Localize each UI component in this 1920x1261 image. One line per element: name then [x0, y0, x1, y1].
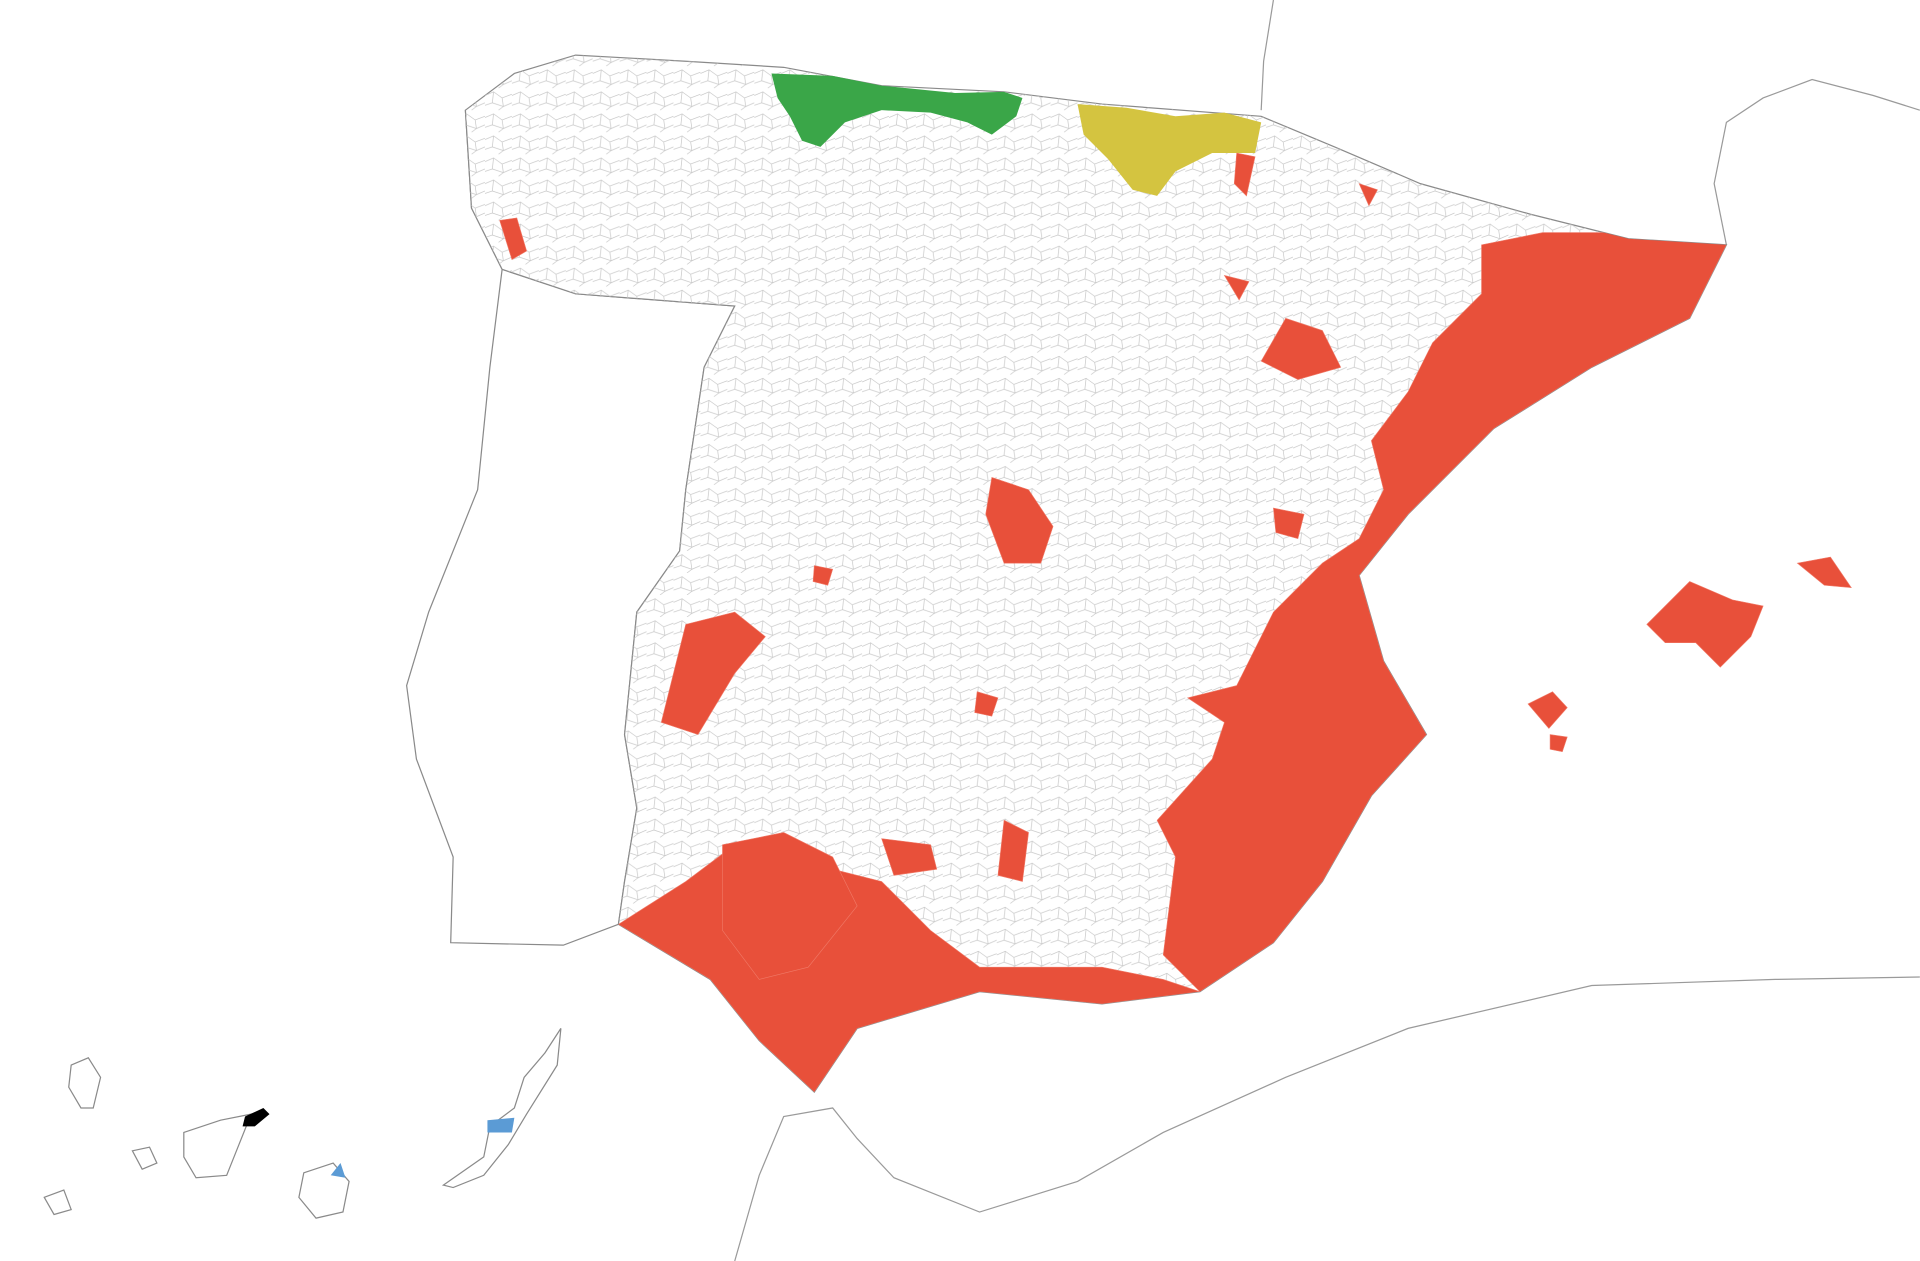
france-coast-east: [1713, 78, 1920, 245]
mallorca: [1646, 581, 1764, 668]
ibiza: [1527, 691, 1568, 729]
africa-coast: [734, 976, 1920, 1261]
blue-area: [487, 1117, 515, 1133]
green-region: [771, 73, 1023, 147]
red-blob: [1223, 274, 1250, 301]
red-extremadura: [660, 611, 766, 735]
red-blob: [974, 691, 999, 717]
fuerteventura-lanzarote: [441, 1028, 562, 1189]
red-regions: [499, 183, 1727, 1093]
yellow-region: [1077, 104, 1262, 196]
formentera: [1549, 734, 1568, 753]
red-east: [1156, 232, 1727, 993]
red-granada: [997, 819, 1029, 882]
red-madrid: [985, 477, 1054, 564]
red-cadiz: [722, 832, 858, 980]
red-zaragoza: [1260, 317, 1342, 380]
la-palma: [68, 1057, 102, 1109]
red-jaen: [881, 838, 938, 876]
el-hierro: [43, 1189, 72, 1216]
menorca: [1796, 556, 1852, 589]
red-basque: [1233, 152, 1256, 197]
france-coast: [1260, 0, 1275, 111]
tenerife: [183, 1113, 253, 1179]
red-galicia: [499, 217, 527, 261]
red-blob: [1358, 183, 1378, 207]
blue-area: [330, 1163, 346, 1178]
red-blob: [1273, 507, 1305, 540]
gran-canaria: [298, 1162, 350, 1219]
black-area: [242, 1107, 270, 1127]
la-gomera: [131, 1146, 158, 1170]
red-blob: [812, 565, 834, 586]
